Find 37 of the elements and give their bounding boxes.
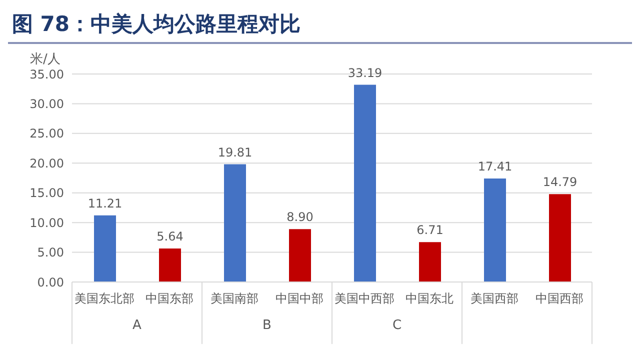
y-tick-label: 5.00: [37, 246, 64, 260]
bar: [94, 215, 116, 282]
x-tick-label: 美国南部: [210, 292, 258, 306]
y-axis-title: 米/人: [30, 51, 60, 68]
x-tick-label: 中国西部: [536, 292, 584, 306]
y-tick-label: 25.00: [30, 126, 64, 141]
y-tick-label: 30.00: [30, 96, 64, 111]
text: B: [262, 318, 272, 333]
bar: [289, 229, 311, 282]
y-tick-label: 35.00: [30, 67, 64, 82]
bar: [484, 178, 506, 282]
x-tick-label: 中国东北: [406, 292, 454, 306]
y-tick-label: 20.00: [30, 156, 64, 170]
bar: [159, 248, 181, 282]
data-label: 33.19: [348, 66, 382, 80]
x-tick-label: 美国西部: [470, 292, 518, 306]
data-label: 14.79: [542, 175, 578, 190]
data-label: 17.41: [478, 160, 512, 174]
text: C: [391, 318, 403, 333]
bar: [224, 164, 246, 282]
data-label: 5.64: [156, 229, 184, 244]
y-tick-label: 0.00: [37, 275, 64, 290]
x-tick-label: 中国中部: [276, 292, 324, 306]
data-label: 11.21: [88, 196, 122, 210]
chart-title: 图 78：中美人均公路里程对比: [8, 8, 632, 44]
bar: [419, 242, 441, 282]
data-label: 6.71: [416, 223, 444, 238]
y-tick-label: 15.00: [30, 186, 64, 200]
x-tick-label: 美国中西部: [334, 292, 394, 306]
bar: [354, 84, 376, 282]
x-tick-label: 中国东部: [146, 292, 194, 306]
x-tick-label: 美国东北部: [74, 292, 134, 306]
data-label: 8.90: [286, 210, 314, 224]
data-label: 19.81: [218, 145, 252, 160]
y-tick-label: 10.00: [30, 216, 64, 230]
text: A: [132, 318, 142, 333]
bar: [549, 194, 571, 282]
